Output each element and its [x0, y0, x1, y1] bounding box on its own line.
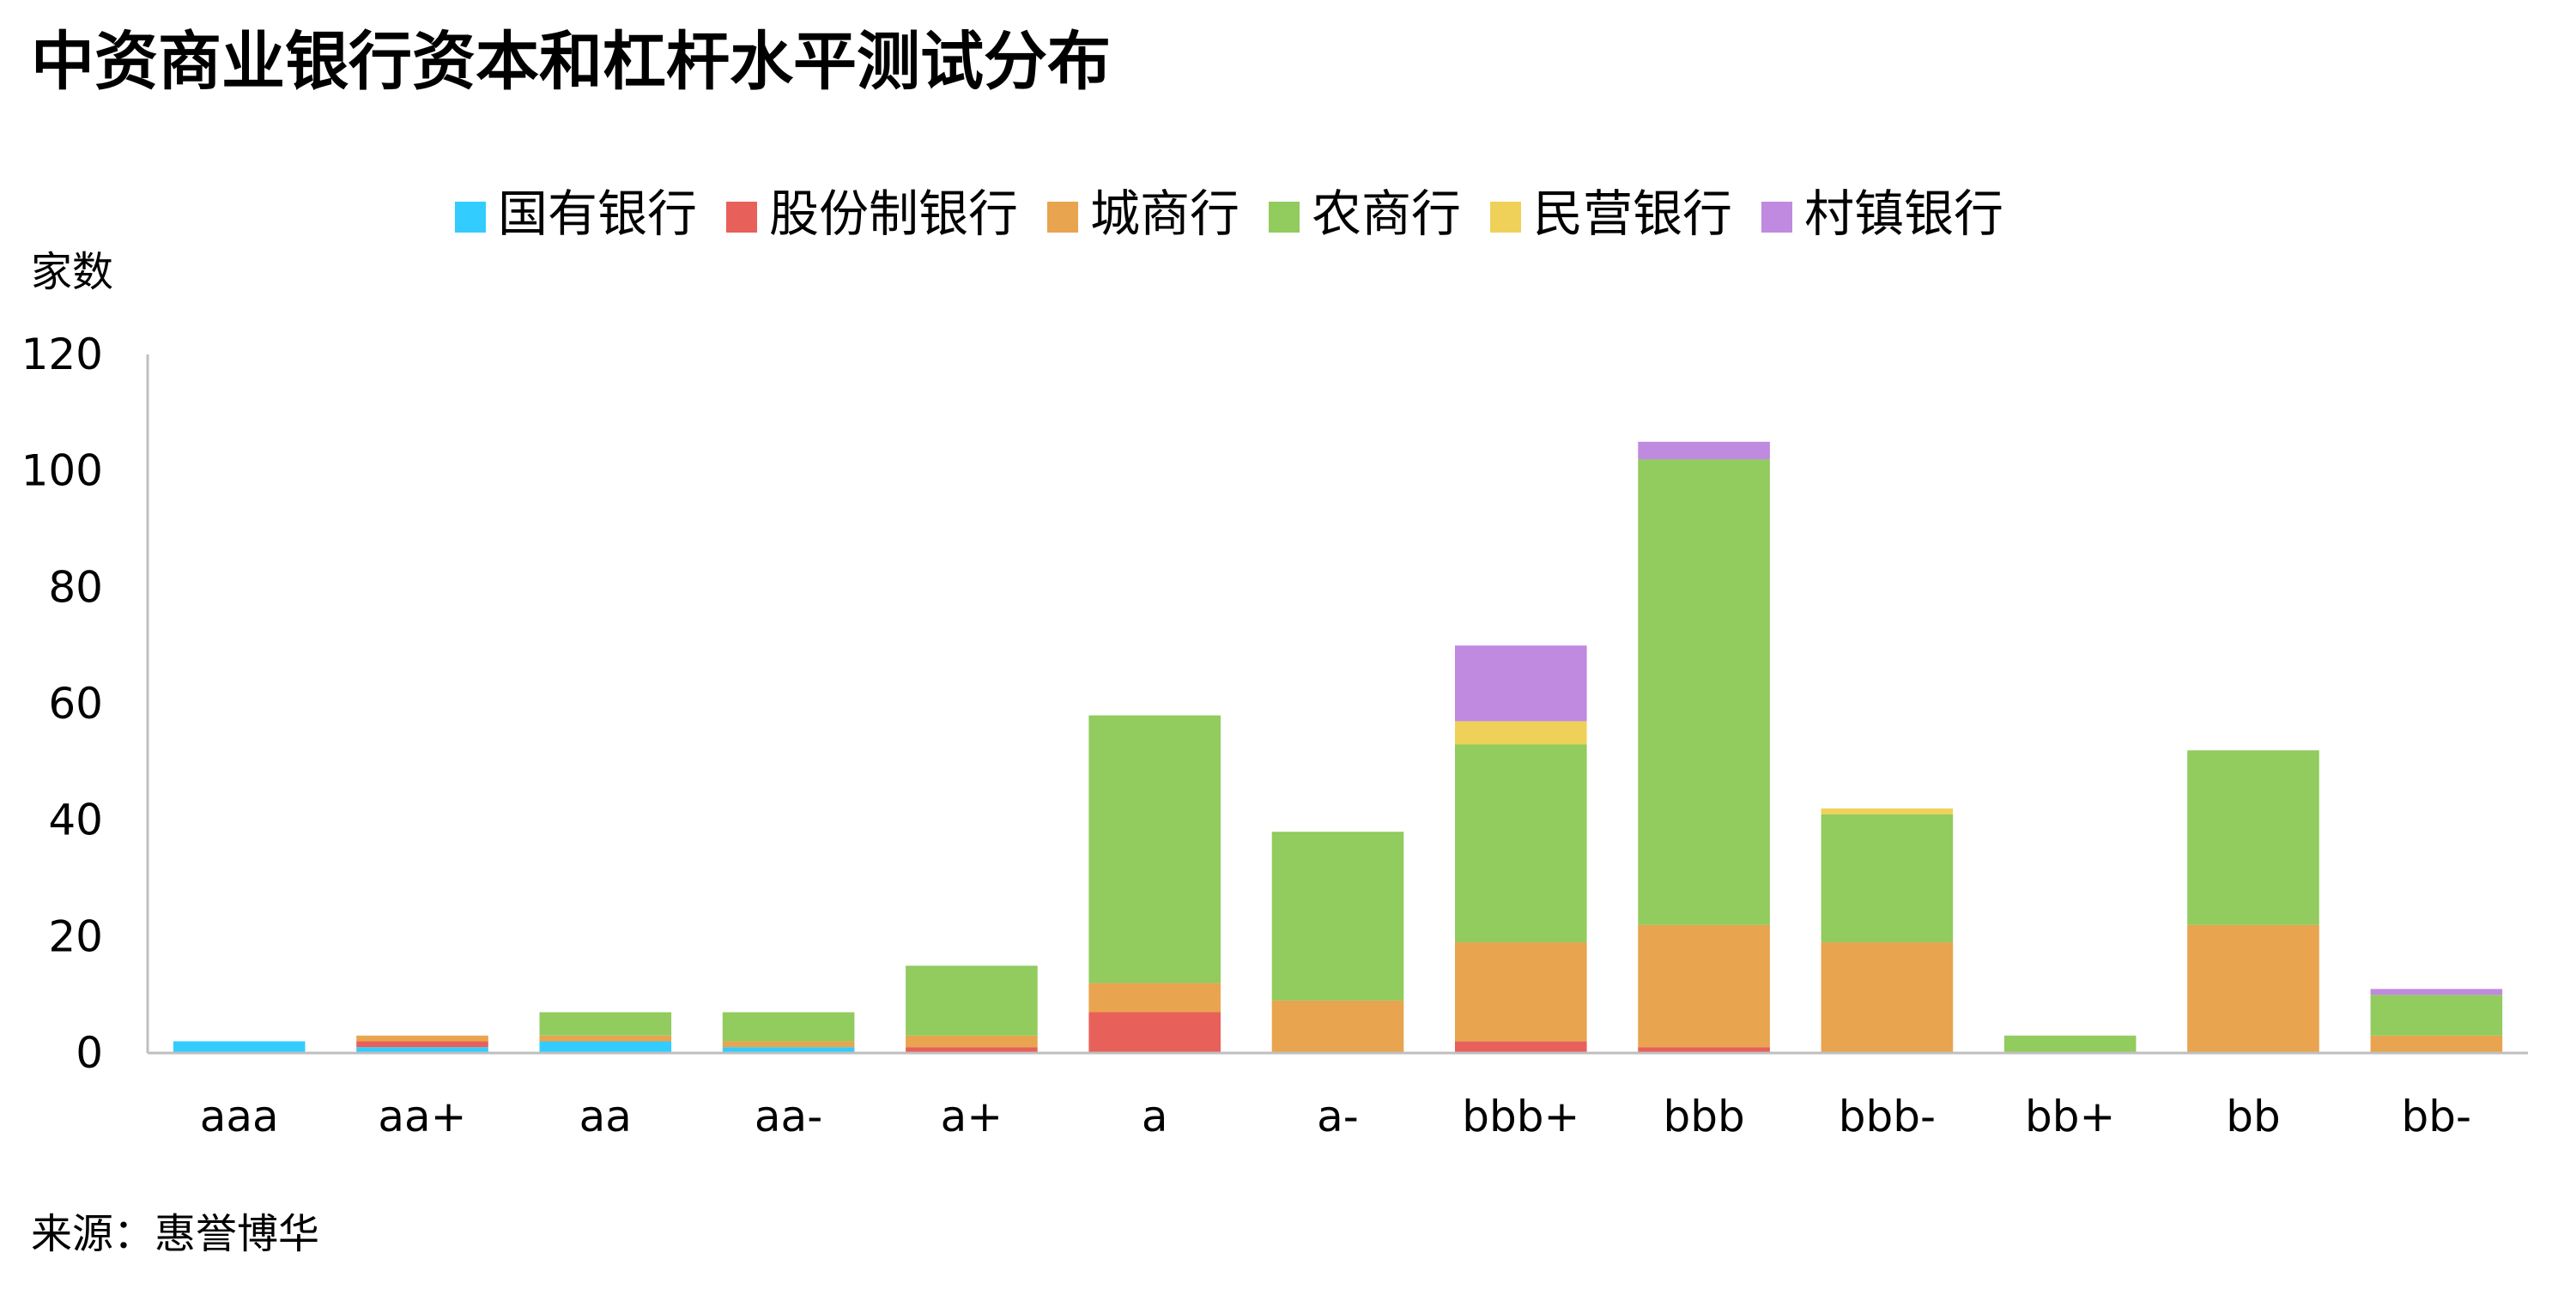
bar-segment — [1638, 459, 1770, 925]
x-tick-label: bbb- — [1839, 1092, 1936, 1141]
legend: 国有银行 股份制银行 城商行 农商行 民营银行 村镇银行 — [455, 185, 2003, 243]
y-tick-label: 100 — [21, 446, 103, 496]
y-tick-label: 80 — [48, 562, 103, 612]
bar-segment — [1638, 441, 1770, 460]
bar-segment — [1455, 645, 1587, 722]
legend-swatch — [455, 202, 486, 233]
bar-segment — [2370, 995, 2503, 1036]
legend-swatch — [1047, 202, 1078, 233]
legend-label: 城商行 — [1090, 185, 1240, 243]
bar-segment — [1455, 942, 1587, 1042]
y-tick-label: 60 — [48, 679, 103, 729]
x-tick-label: bb+ — [2025, 1092, 2115, 1141]
bar-segment — [1088, 1012, 1221, 1053]
y-tick-label: 120 — [21, 330, 103, 379]
legend-swatch — [1269, 202, 1300, 233]
legend-swatch — [726, 202, 757, 233]
y-tick-label: 40 — [48, 796, 103, 845]
x-tick-label: a- — [1317, 1092, 1359, 1141]
legend-label: 股份制银行 — [769, 185, 1018, 243]
bar-segment — [1455, 721, 1587, 745]
bar-segment — [539, 1035, 672, 1042]
bar-segment — [722, 1012, 855, 1042]
bar-segment — [2003, 1035, 2137, 1053]
bar-segment — [1821, 942, 1954, 1053]
bar-segment — [173, 1041, 306, 1053]
bar-segment — [356, 1041, 488, 1048]
bar-segment — [2370, 1035, 2503, 1053]
bar-segment — [1455, 1041, 1587, 1053]
x-tick-label: bbb — [1663, 1092, 1744, 1141]
bar-segment — [906, 1047, 1038, 1053]
x-tick-label: aa- — [755, 1092, 822, 1141]
bar-segment — [356, 1047, 488, 1053]
bar-segment — [1088, 715, 1221, 983]
chart-title: 中资商业银行资本和杠杆水平测试分布 — [31, 25, 1111, 99]
bar-segment — [1455, 744, 1587, 943]
bar-segment — [356, 1035, 488, 1042]
y-tick-label: 20 — [48, 911, 103, 961]
x-tick-label: a+ — [941, 1092, 1003, 1141]
bar-segment — [1271, 1001, 1404, 1053]
bar-segment — [2370, 989, 2503, 995]
y-tick-label: 0 — [76, 1028, 103, 1078]
x-tick-label: bb- — [2402, 1092, 2472, 1141]
y-axis-label: 家数 — [31, 248, 113, 296]
x-tick-label: aa — [579, 1092, 632, 1141]
bar-segment — [1821, 814, 1954, 943]
legend-swatch — [1761, 202, 1792, 233]
bar-segment — [722, 1047, 855, 1053]
legend-label: 农商行 — [1312, 185, 1461, 243]
bar-segment — [2187, 750, 2319, 925]
bar-segment — [906, 1035, 1038, 1048]
x-tick-label: a — [1142, 1092, 1168, 1141]
x-tick-label: bb — [2226, 1092, 2280, 1141]
bar-segment — [1088, 983, 1221, 1013]
x-axis-ticks: aaa aa+ aa aa-a+ a a-bbb+ bbb bbb-bb+ bb bb- — [200, 1092, 2471, 1141]
legend-label: 民营银行 — [1533, 185, 1732, 243]
bar-segment — [2187, 924, 2319, 1053]
bar-segment — [1638, 1047, 1770, 1053]
source-note: 来源：惠誉博华 — [31, 1210, 320, 1258]
bar-segment — [1271, 832, 1404, 1001]
x-tick-label: aa+ — [378, 1092, 466, 1141]
legend-swatch — [1490, 202, 1521, 233]
x-tick-label: aaa — [200, 1092, 279, 1141]
bar-segment — [906, 965, 1038, 1036]
bar-segment — [722, 1041, 855, 1048]
bar-segment — [1821, 808, 1954, 814]
x-tick-label: bbb+ — [1462, 1092, 1579, 1141]
bar-segment — [1638, 924, 1770, 1048]
legend-label: 村镇银行 — [1804, 185, 2003, 243]
bars — [173, 441, 2503, 1053]
legend-label: 国有银行 — [498, 185, 697, 243]
bar-segment — [539, 1012, 672, 1036]
y-axis-ticks: 0 20 40 60 80 100 120 — [21, 330, 103, 1078]
bar-segment — [539, 1041, 672, 1053]
